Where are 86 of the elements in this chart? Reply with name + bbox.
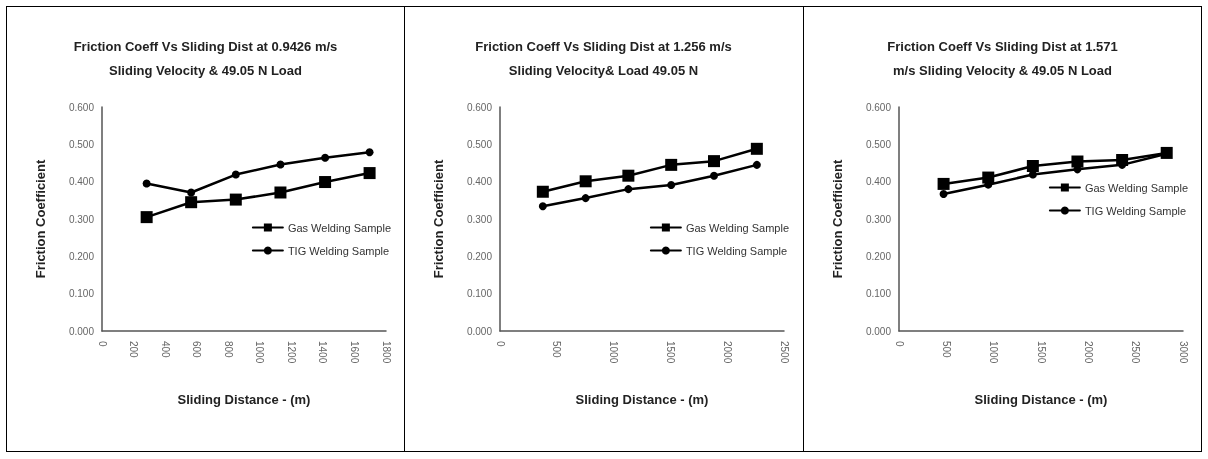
x-tick-label: 2000 — [722, 341, 734, 364]
y-axis-title: Friction Coefficient — [829, 159, 845, 279]
point — [939, 189, 948, 198]
y-tick-label: 0.100 — [68, 288, 95, 300]
x-tick-label: 1000 — [987, 341, 999, 364]
point — [753, 160, 762, 169]
point — [667, 181, 676, 190]
x-tick-label: 600 — [191, 341, 203, 359]
x-tick-label: 1000 — [608, 341, 620, 364]
chart-title: Friction Coeff Vs Sliding Dist at 1.256 m/s Sliding Velocity& Load 49.05 N — [475, 38, 733, 78]
x-tick-label: 200 — [128, 341, 140, 359]
x-tick-label: 1000 — [254, 341, 266, 364]
y-tick-label: 0.300 — [467, 213, 493, 225]
x-tick-label: 1200 — [285, 341, 297, 364]
point — [539, 202, 548, 211]
y-tick-label: 0.100 — [467, 288, 493, 300]
x-tick-label: 0 — [494, 341, 506, 347]
y-tick-label: 0.000 — [467, 325, 493, 337]
point — [185, 196, 198, 209]
x-tick-label: 400 — [159, 341, 171, 359]
y-tick-label: 0.600 — [865, 101, 892, 113]
point — [187, 188, 196, 197]
x-axis-title: Sliding Distance - (m) — [575, 392, 709, 407]
point — [624, 185, 633, 194]
x-tick-label: 800 — [222, 341, 234, 359]
x-tick-label: 500 — [551, 341, 563, 359]
point — [363, 167, 376, 180]
x-tick-label: 1400 — [317, 341, 329, 364]
point — [231, 170, 240, 179]
x-tick-label: 0 — [96, 341, 108, 347]
legend-label: Gas Welding Sample — [1084, 181, 1188, 194]
point — [1026, 159, 1039, 172]
point — [710, 171, 719, 180]
x-tick-label: 2500 — [778, 341, 790, 364]
x-tick-label: 0 — [893, 341, 905, 347]
y-tick-label: 0.500 — [68, 138, 95, 150]
legend-label: TIG Welding Sample — [686, 244, 788, 257]
y-tick-label: 0.600 — [467, 101, 493, 113]
legend-label: TIG Welding Sample — [1084, 204, 1186, 217]
point — [581, 194, 590, 203]
point — [708, 155, 721, 168]
x-tick-label: 3000 — [1177, 341, 1189, 364]
point — [937, 177, 950, 190]
y-axis-title: Friction Coefficient — [431, 159, 447, 279]
y-tick-label: 0.400 — [865, 176, 892, 188]
point — [365, 148, 374, 157]
point — [140, 211, 153, 224]
x-tick-label: 500 — [940, 341, 952, 359]
point — [622, 169, 635, 182]
x-tick-label: 1600 — [348, 341, 360, 364]
x-tick-label: 1500 — [665, 341, 677, 364]
point — [321, 153, 330, 162]
y-tick-label: 0.300 — [68, 213, 95, 225]
y-tick-label: 0.400 — [68, 176, 95, 188]
y-tick-label: 0.200 — [467, 250, 493, 262]
x-tick-label: 2500 — [1129, 341, 1141, 364]
x-axis-title: Sliding Distance - (m) — [177, 392, 311, 407]
x-tick-label: 2000 — [1082, 341, 1094, 364]
point — [665, 158, 678, 171]
chart-title: Friction Coeff Vs Sliding Dist at 0.9426 m/s Sliding Velocity & 49.05 N Load — [73, 38, 338, 78]
legend-label: Gas Welding Sample — [287, 221, 391, 234]
y-tick-label: 0.300 — [865, 213, 892, 225]
point — [229, 193, 242, 206]
y-tick-label: 0.000 — [865, 325, 892, 337]
point — [142, 179, 151, 188]
point — [751, 142, 764, 155]
y-tick-label: 0.200 — [68, 250, 95, 262]
y-tick-label: 0.400 — [467, 176, 493, 188]
y-tick-label: 0.100 — [865, 288, 892, 300]
point — [537, 185, 550, 198]
x-axis-title: Sliding Distance - (m) — [974, 392, 1108, 407]
legend-label: TIG Welding Sample — [287, 244, 390, 257]
point — [579, 175, 592, 188]
y-axis-title: Friction Coefficient — [33, 159, 48, 279]
legend-label: Gas Welding Sample — [686, 221, 790, 234]
x-tick-label: 1500 — [1035, 341, 1047, 364]
y-tick-label: 0.500 — [467, 138, 493, 150]
y-tick-label: 0.500 — [865, 138, 892, 150]
x-tick-label: 1800 — [380, 341, 392, 364]
point — [319, 176, 332, 189]
point — [276, 160, 285, 169]
y-tick-label: 0.000 — [68, 325, 95, 337]
point — [274, 186, 287, 199]
chart-title: Friction Coeff Vs Sliding Dist at 1.571 m/s Sliding Velocity & 49.05 N Load — [886, 38, 1118, 78]
y-tick-label: 0.600 — [68, 101, 95, 113]
y-tick-label: 0.200 — [865, 250, 892, 262]
